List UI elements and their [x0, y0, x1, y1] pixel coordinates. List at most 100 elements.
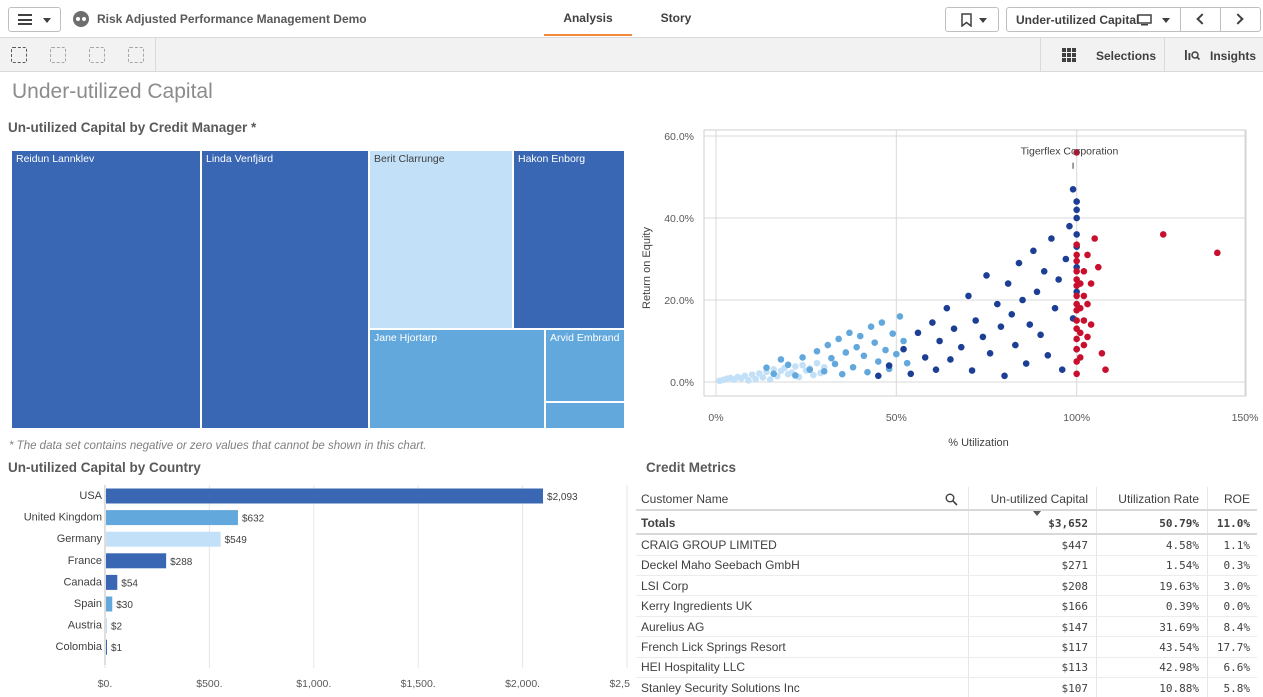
- scatter-point-mid[interactable]: [900, 337, 907, 345]
- scatter-point-high[interactable]: [1051, 304, 1059, 312]
- scatter-point-mid[interactable]: [835, 335, 842, 343]
- treemap-cell-reidun-lannklev[interactable]: Reidun Lannklev: [11, 150, 201, 429]
- next-sheet-button[interactable]: [1220, 7, 1261, 32]
- scatter-point-high[interactable]: [1044, 352, 1052, 359]
- scatter-point-high[interactable]: [986, 350, 994, 357]
- column-header-customer[interactable]: Customer Name: [641, 492, 729, 506]
- customer-name-cell[interactable]: Aurelius AG: [641, 619, 705, 634]
- scatter-point-over[interactable]: [1073, 268, 1080, 275]
- scatter-point-high[interactable]: [1073, 206, 1080, 214]
- scatter-point-high[interactable]: [1037, 331, 1044, 339]
- scatter-point-mid[interactable]: [849, 363, 857, 371]
- treemap-cell-hakon-enborg[interactable]: Hakon Enborg: [513, 150, 625, 329]
- bar[interactable]: [106, 639, 107, 655]
- scatter-point-over[interactable]: [1214, 249, 1221, 257]
- customer-name-cell[interactable]: Stanley Security Solutions Inc: [641, 680, 800, 695]
- scatter-point-high[interactable]: [950, 325, 958, 332]
- scatter-point-high[interactable]: [994, 300, 1001, 308]
- search-icon[interactable]: [945, 493, 958, 506]
- scatter-point-mid[interactable]: [875, 358, 882, 365]
- scatter-point-high[interactable]: [914, 329, 922, 337]
- scatter-point-mid[interactable]: [842, 349, 850, 356]
- scatter-point-over[interactable]: [1073, 149, 1080, 156]
- scatter-point-low[interactable]: [799, 361, 806, 369]
- scatter-point-high[interactable]: [1001, 372, 1008, 380]
- insights-button[interactable]: Insights: [1164, 38, 1263, 72]
- scatter-point-over[interactable]: [1098, 350, 1106, 357]
- scatter-point-over[interactable]: [1091, 235, 1098, 242]
- step-forward-icon[interactable]: [89, 47, 105, 63]
- scatter-point-high[interactable]: [1048, 235, 1055, 242]
- scatter-point-high[interactable]: [932, 366, 940, 373]
- bookmark-button[interactable]: [945, 7, 999, 32]
- scatter-point-mid[interactable]: [831, 360, 839, 368]
- scatter-point-mid[interactable]: [806, 366, 814, 373]
- table-row[interactable]: Deckel Maho Seebach GmbH $271 1.54% 0.3%: [636, 555, 1257, 576]
- treemap-cell-linda-venfjard[interactable]: Linda Venfjärd: [201, 150, 369, 429]
- scatter-point-mid[interactable]: [896, 313, 904, 320]
- scatter-point-mid[interactable]: [882, 346, 889, 354]
- treemap-cell-berit-clarrunge[interactable]: Berit Clarrunge: [369, 150, 513, 329]
- scatter-point-mid[interactable]: [853, 343, 860, 351]
- scatter-point-over[interactable]: [1084, 251, 1091, 259]
- customer-name-cell[interactable]: French Lick Springs Resort: [641, 640, 786, 654]
- scatter-point-high[interactable]: [1069, 186, 1077, 193]
- scatter-point-high[interactable]: [947, 356, 954, 363]
- scatter-point-over[interactable]: [1080, 317, 1088, 324]
- bar[interactable]: [106, 618, 107, 634]
- sheet-selector-button[interactable]: Under-utilized Capital: [1006, 7, 1181, 32]
- scatter-point-mid[interactable]: [770, 370, 778, 378]
- scatter-point-high[interactable]: [1066, 222, 1073, 230]
- bar[interactable]: [106, 488, 544, 504]
- scatter-point-high[interactable]: [1012, 341, 1019, 349]
- scatter-point-mid[interactable]: [824, 341, 832, 349]
- scatter-point-mid[interactable]: [846, 329, 853, 337]
- table-row[interactable]: Aurelius AG $147 31.69% 8.4%: [636, 617, 1257, 638]
- scatter-point-high[interactable]: [1026, 321, 1034, 328]
- treemap-cell-arvid-embrand[interactable]: Arvid Embrand: [545, 329, 625, 402]
- scatter-point-high[interactable]: [875, 372, 882, 380]
- category-label[interactable]: Austria: [68, 620, 103, 632]
- customer-name-cell[interactable]: LSI Corp: [641, 578, 689, 593]
- scatter-point-high[interactable]: [929, 319, 936, 326]
- scatter-point-over[interactable]: [1076, 280, 1084, 287]
- bar[interactable]: [106, 531, 221, 547]
- category-label[interactable]: United Kingdom: [24, 512, 102, 524]
- scatter-point-high[interactable]: [1055, 276, 1062, 283]
- scatter-point-mid[interactable]: [784, 361, 792, 369]
- scatter-point-over[interactable]: [1087, 321, 1095, 328]
- scatter-point-low[interactable]: [745, 377, 752, 384]
- scatter-point-mid[interactable]: [828, 354, 835, 362]
- scatter-point-low[interactable]: [766, 376, 774, 383]
- scatter-point-over[interactable]: [1073, 257, 1080, 265]
- scatter-point-mid[interactable]: [763, 364, 770, 371]
- scatter-point-mid[interactable]: [893, 350, 900, 358]
- customer-name-cell[interactable]: Kerry Ingredients UK: [641, 599, 753, 614]
- scatter-point-high[interactable]: [1019, 296, 1026, 304]
- scatter-point-high[interactable]: [965, 292, 972, 300]
- bar[interactable]: [106, 596, 113, 612]
- scatter-point-high[interactable]: [1073, 214, 1080, 222]
- scatter-point-high[interactable]: [1073, 198, 1080, 205]
- scatter-point-over[interactable]: [1084, 333, 1091, 341]
- table-row[interactable]: Stanley Security Solutions Inc $107 10.88%…: [636, 678, 1257, 697]
- scatter-point-high[interactable]: [1008, 311, 1016, 318]
- scatter-point-high[interactable]: [1030, 247, 1037, 255]
- scatter-point-low[interactable]: [770, 365, 778, 373]
- scatter-point-high[interactable]: [1040, 268, 1048, 275]
- scatter-point-low[interactable]: [748, 371, 756, 378]
- scatter-point-high[interactable]: [979, 333, 987, 341]
- scatter-point-low[interactable]: [813, 359, 821, 367]
- scatter-point-over[interactable]: [1076, 329, 1084, 337]
- scatter-point-high[interactable]: [957, 343, 965, 351]
- scatter-point-high[interactable]: [907, 370, 915, 378]
- scatter-point-over[interactable]: [1073, 370, 1080, 378]
- table-row[interactable]: Kerry Ingredients UK $166 0.39% 0.0%: [636, 596, 1257, 617]
- scatter-point-high[interactable]: [983, 272, 990, 279]
- scatter-point-high[interactable]: [1015, 259, 1023, 267]
- category-label[interactable]: France: [68, 555, 102, 567]
- scatter-point-low[interactable]: [810, 371, 817, 379]
- clear-selections-icon[interactable]: [128, 47, 144, 63]
- category-label[interactable]: Canada: [63, 576, 102, 588]
- scatter-point-low[interactable]: [752, 375, 759, 383]
